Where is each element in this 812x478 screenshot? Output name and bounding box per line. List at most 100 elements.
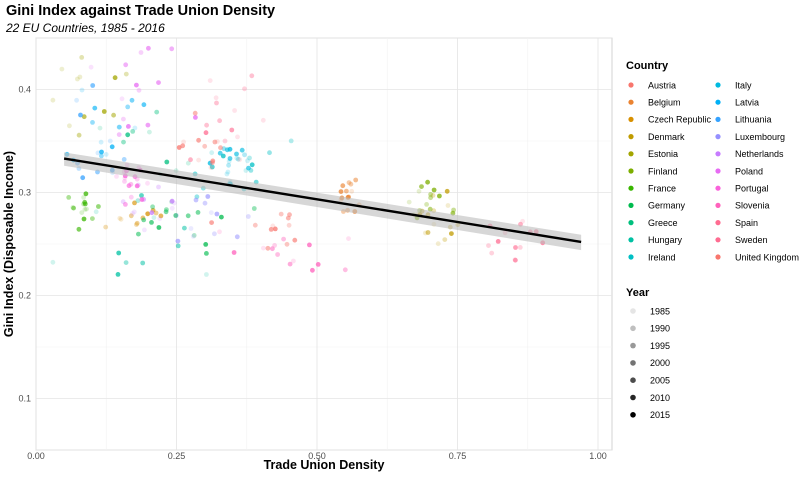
legend-country-label: Austria — [648, 80, 676, 90]
data-point — [225, 169, 231, 175]
data-point — [149, 210, 155, 216]
x-tick-label: 0.25 — [168, 451, 186, 461]
data-point — [114, 174, 119, 179]
legend-year-key — [630, 360, 636, 366]
data-point — [191, 233, 197, 238]
data-point — [210, 158, 216, 164]
data-point — [123, 71, 129, 77]
data-point — [153, 210, 159, 216]
data-point — [275, 252, 280, 257]
data-point — [513, 245, 518, 250]
data-point — [147, 129, 152, 135]
data-point — [125, 124, 131, 129]
data-point — [213, 95, 219, 101]
data-point — [195, 210, 201, 215]
data-point — [78, 112, 83, 118]
data-point — [246, 165, 251, 171]
data-point — [156, 80, 161, 85]
data-point — [149, 220, 154, 225]
data-point — [489, 250, 495, 256]
data-point — [97, 125, 103, 131]
data-point — [80, 175, 86, 181]
data-point — [169, 46, 175, 52]
data-point — [344, 188, 349, 194]
data-point — [139, 197, 145, 202]
data-point — [209, 164, 215, 170]
legend-year-key — [630, 342, 636, 349]
data-point — [98, 139, 104, 145]
data-point — [430, 193, 436, 198]
data-point — [84, 206, 89, 212]
legend-country-key — [715, 168, 721, 174]
data-point — [79, 55, 85, 60]
data-point — [205, 194, 211, 199]
data-point — [82, 199, 88, 205]
axis-labels: 0.00 0.25 0.50 0.75 1.00 0.1 0.2 0.3 0.4 — [18, 85, 606, 462]
legend-country-label: Italy — [735, 80, 752, 90]
data-point — [292, 237, 298, 243]
data-point — [416, 188, 422, 194]
data-point — [116, 124, 122, 130]
data-point — [88, 64, 94, 70]
data-point — [188, 157, 193, 163]
data-point — [130, 211, 136, 216]
legend-year-label: 2010 — [650, 393, 670, 403]
x-axis-title: Trade Union Density — [264, 458, 385, 472]
data-point — [278, 211, 284, 217]
data-point — [237, 157, 243, 162]
data-point — [234, 151, 239, 157]
data-point — [425, 179, 430, 185]
data-point — [445, 203, 451, 208]
data-point — [204, 251, 209, 256]
legend-country-label: Luxembourg — [735, 132, 785, 142]
legend-country-key — [628, 202, 634, 208]
legend-country-key — [715, 99, 721, 105]
data-point — [217, 150, 223, 156]
data-point — [134, 82, 139, 88]
legend-country-label: Finland — [648, 166, 678, 176]
legend-country-label: Sweden — [735, 235, 768, 245]
data-point — [232, 108, 238, 113]
data-point — [291, 258, 296, 264]
y-axis-title: Gini Index (Disposable Income) — [2, 151, 16, 337]
data-point — [136, 231, 141, 237]
data-point — [109, 144, 115, 150]
data-point — [156, 225, 162, 230]
legend-year-label: 2005 — [650, 376, 670, 386]
data-point — [425, 230, 431, 235]
data-point — [203, 130, 209, 136]
data-point — [442, 237, 448, 243]
data-point — [181, 139, 187, 145]
data-point — [175, 238, 181, 244]
data-point — [99, 153, 104, 159]
data-point — [75, 76, 80, 82]
legend-country-key — [628, 116, 634, 122]
data-point — [171, 200, 177, 206]
data-point — [154, 109, 160, 115]
data-point — [196, 137, 202, 143]
data-point — [141, 217, 147, 223]
data-point — [90, 216, 95, 222]
data-point — [134, 183, 140, 189]
data-point — [202, 143, 208, 149]
data-point — [346, 236, 351, 242]
data-point — [437, 193, 442, 199]
legend-country-label: Germany — [648, 201, 686, 211]
data-point — [419, 184, 424, 190]
x-tick-label: 0.50 — [308, 451, 326, 461]
data-point — [135, 198, 141, 204]
data-point — [349, 188, 355, 194]
data-point — [207, 78, 213, 83]
legend-year-label: 1985 — [650, 306, 670, 316]
data-point — [212, 231, 217, 237]
data-point — [495, 239, 501, 244]
data-point — [193, 115, 198, 120]
data-point — [134, 222, 139, 228]
data-point — [252, 222, 258, 228]
data-point — [307, 242, 312, 248]
data-point — [117, 215, 123, 221]
legend-country-label: Greece — [648, 218, 678, 228]
legend-year-key — [630, 394, 636, 401]
data-point — [242, 152, 247, 158]
data-point — [156, 184, 161, 190]
